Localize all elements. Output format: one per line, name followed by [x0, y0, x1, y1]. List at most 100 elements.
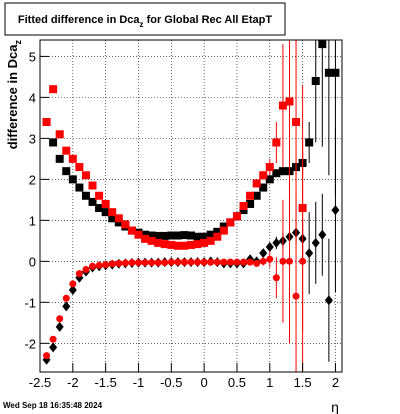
- marker-diamond: [324, 295, 333, 306]
- y-tick-label: 0: [29, 254, 36, 269]
- marker-circle: [272, 274, 280, 282]
- marker-circle: [154, 259, 162, 267]
- marker-square: [75, 163, 84, 172]
- marker-circle: [285, 257, 293, 265]
- y-label-subscript: z: [13, 40, 23, 45]
- marker-square: [239, 202, 248, 210]
- marker-circle: [167, 258, 175, 266]
- marker-square: [213, 227, 222, 236]
- marker-square: [292, 117, 301, 126]
- marker-circle: [194, 258, 202, 266]
- x-tick-label: -0.5: [160, 375, 182, 390]
- marker-square: [88, 181, 97, 190]
- y-tick-label: 5: [29, 49, 36, 64]
- title-subscript: z: [140, 20, 144, 29]
- x-tick-label: -1: [133, 375, 145, 390]
- marker-circle: [108, 260, 116, 268]
- axes: -2.5 -2 -1.5 -1 -0.5 0 0.5 1 1.5 2 -2 -1 0 1 2 3 4 5: [24, 49, 339, 390]
- marker-square: [147, 231, 156, 240]
- marker-square: [114, 214, 123, 223]
- marker-square: [272, 138, 281, 147]
- marker-diamond: [305, 248, 314, 259]
- marker-square: [219, 226, 228, 235]
- marker-square: [278, 101, 287, 110]
- marker-circle: [266, 255, 274, 263]
- marker-circle: [141, 259, 149, 267]
- x-tick-label: -1.5: [94, 375, 116, 390]
- marker-circle: [213, 258, 221, 266]
- marker-square: [108, 214, 117, 223]
- marker-square: [114, 218, 123, 227]
- marker-square: [173, 241, 182, 250]
- marker-square: [134, 230, 143, 239]
- marker-diamond: [318, 229, 327, 240]
- y-tick-label: 4: [29, 90, 36, 105]
- marker-square: [226, 218, 235, 227]
- title-box: [4, 2, 286, 36]
- marker-square: [101, 199, 110, 208]
- y-tick-label: -2: [24, 336, 36, 351]
- y-tick-label: -1: [24, 295, 36, 310]
- y-label-text: difference in Dca: [5, 44, 20, 150]
- marker-circle: [180, 258, 188, 266]
- marker-square: [127, 226, 136, 235]
- marker-square: [232, 212, 241, 221]
- marker-circle: [233, 258, 241, 266]
- marker-square: [160, 231, 169, 240]
- marker-square: [180, 231, 189, 240]
- marker-square: [75, 183, 84, 192]
- marker-diamond: [272, 237, 281, 248]
- marker-square: [49, 85, 58, 94]
- y-tick-label: 1: [29, 213, 36, 228]
- marker-square: [154, 231, 163, 240]
- marker-circle: [121, 259, 129, 267]
- marker-square: [265, 163, 274, 172]
- marker-square: [193, 232, 202, 241]
- y-tick-label: 3: [29, 131, 36, 146]
- marker-square: [42, 117, 51, 126]
- marker-square: [154, 238, 163, 247]
- marker-circle: [82, 266, 90, 274]
- marker-circle: [69, 280, 77, 288]
- x-tick-label: 2: [332, 375, 339, 390]
- x-tick-label: 0.5: [228, 375, 246, 390]
- marker-square: [311, 76, 320, 85]
- marker-square: [278, 167, 287, 176]
- marker-square: [252, 191, 261, 200]
- y-axis-label: difference in Dcaz: [5, 40, 23, 150]
- x-tick-label: 1: [266, 375, 273, 390]
- marker-square: [81, 171, 90, 180]
- marker-square: [68, 175, 77, 184]
- marker-square: [259, 183, 268, 192]
- marker-diamond: [311, 237, 320, 248]
- marker-circle: [253, 259, 261, 267]
- marker-square: [252, 179, 261, 188]
- marker-circle: [259, 257, 267, 265]
- marker-square: [62, 167, 71, 176]
- title-text: Fitted difference in Dca: [18, 14, 141, 26]
- marker-diamond: [265, 241, 274, 252]
- marker-square: [167, 240, 176, 249]
- y-tick-label: 2: [29, 172, 36, 187]
- marker-square: [141, 230, 150, 239]
- x-tick-label: 1.5: [294, 375, 312, 390]
- x-tick-label: -2: [67, 375, 79, 390]
- marker-circle: [207, 258, 215, 266]
- timestamp: Wed Sep 18 16:35:48 2024: [3, 401, 103, 410]
- marker-circle: [279, 257, 287, 265]
- marker-square: [193, 240, 202, 249]
- marker-circle: [220, 258, 228, 266]
- marker-square: [101, 208, 110, 217]
- marker-square: [200, 232, 209, 241]
- chart-title: Fitted difference in Dcaz for Global Rec…: [18, 14, 272, 29]
- marker-diamond: [62, 301, 71, 312]
- marker-square: [88, 197, 97, 206]
- marker-square: [167, 231, 176, 240]
- marker-circle: [49, 335, 57, 343]
- marker-circle: [95, 261, 103, 269]
- x-tick-label: 0: [201, 375, 208, 390]
- marker-square: [246, 199, 255, 208]
- marker-square: [259, 171, 268, 180]
